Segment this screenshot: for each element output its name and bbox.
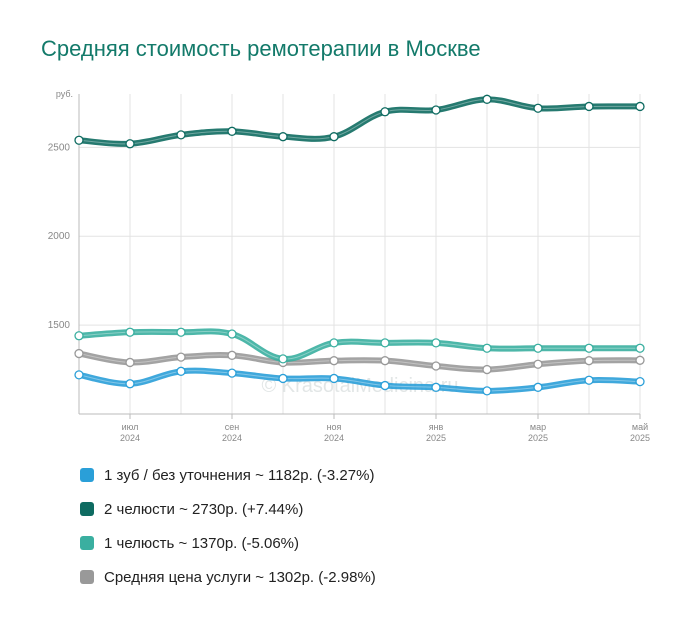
- data-point: [482, 343, 492, 353]
- legend-swatch: [80, 570, 94, 584]
- data-point: [584, 375, 594, 385]
- y-tick-label: 2500: [48, 142, 71, 153]
- data-point: [329, 338, 339, 348]
- data-point: [278, 132, 288, 142]
- series-line-1: [76, 96, 643, 147]
- data-point: [176, 352, 186, 362]
- data-point: [125, 327, 135, 337]
- data-point: [329, 132, 339, 142]
- data-point: [584, 343, 594, 353]
- data-point: [125, 357, 135, 368]
- data-point: [227, 126, 237, 136]
- data-point: [125, 379, 135, 389]
- data-point: [176, 130, 186, 140]
- x-tick-month: мар: [530, 422, 546, 432]
- data-point: [635, 376, 645, 387]
- data-point: [584, 356, 594, 366]
- data-point: [380, 338, 390, 348]
- data-point: [431, 382, 441, 392]
- series-line-highlight: [78, 330, 640, 360]
- data-point: [74, 348, 84, 359]
- data-point: [227, 368, 237, 378]
- data-point: [176, 327, 186, 337]
- legend-label: Средняя цена услуги ~ 1302р. (-2.98%): [104, 568, 376, 586]
- legend-label: 1 зуб / без уточнения ~ 1182р. (-3.27%): [104, 466, 375, 484]
- data-point: [533, 103, 543, 113]
- data-point: [431, 361, 441, 371]
- y-axis-label: руб.: [56, 89, 73, 99]
- legend: 1 зуб / без уточнения ~ 1182р. (-3.27%) …: [80, 458, 376, 594]
- chart-title: Средняя стоимость ремотерапии в Москве: [41, 36, 481, 61]
- data-point: [533, 382, 543, 392]
- x-tick-month: сен: [225, 422, 240, 432]
- x-tick-year: 2025: [630, 433, 650, 443]
- data-point: [380, 380, 390, 391]
- data-point: [482, 94, 492, 104]
- x-tick-month: май: [632, 422, 648, 432]
- legend-swatch: [80, 468, 94, 482]
- data-point: [380, 107, 390, 117]
- y-tick-label: 2000: [48, 231, 71, 242]
- series-line-2: [76, 328, 643, 362]
- data-point: [635, 355, 645, 365]
- data-point: [278, 373, 288, 384]
- legend-item-1-tooth[interactable]: 1 зуб / без уточнения ~ 1182р. (-3.27%): [80, 458, 376, 492]
- data-point: [278, 354, 288, 364]
- data-point: [329, 373, 339, 384]
- legend-item-average[interactable]: Средняя цена услуги ~ 1302р. (-2.98%): [80, 560, 376, 594]
- data-point: [176, 366, 186, 376]
- data-point: [482, 364, 492, 375]
- data-point: [329, 356, 339, 366]
- data-point: [227, 350, 237, 360]
- legend-item-1-jaw[interactable]: 1 челюсть ~ 1370р. (-5.06%): [80, 526, 376, 560]
- x-tick-month: янв: [429, 422, 444, 432]
- legend-label: 2 челюсти ~ 2730р. (+7.44%): [104, 500, 304, 518]
- data-point: [635, 343, 645, 353]
- x-tick-year: 2025: [426, 433, 446, 443]
- y-tick-label: 1500: [48, 320, 71, 331]
- data-point: [635, 101, 645, 112]
- data-point: [74, 135, 84, 145]
- data-point: [533, 343, 543, 353]
- data-point: [584, 101, 594, 112]
- data-point: [125, 139, 135, 149]
- x-tick-month: июл: [122, 422, 139, 432]
- data-point: [74, 331, 84, 341]
- x-tick-year: 2024: [120, 433, 140, 443]
- legend-swatch: [80, 536, 94, 550]
- data-point: [482, 386, 492, 396]
- data-point: [431, 338, 441, 348]
- legend-item-2-jaws[interactable]: 2 челюсти ~ 2730р. (+7.44%): [80, 492, 376, 526]
- x-tick-year: 2024: [222, 433, 242, 443]
- data-point: [227, 329, 237, 339]
- data-point: [74, 370, 84, 380]
- x-tick-year: 2025: [528, 433, 548, 443]
- series-line-3: [76, 350, 643, 373]
- legend-label: 1 челюсть ~ 1370р. (-5.06%): [104, 534, 300, 552]
- x-tick-year: 2024: [324, 433, 344, 443]
- legend-swatch: [80, 502, 94, 516]
- x-tick-month: ноя: [327, 422, 342, 432]
- line-chart: 150020002500руб.июл2024сен2024ноя2024янв…: [48, 89, 650, 443]
- data-point: [533, 359, 543, 369]
- data-point: [431, 105, 441, 115]
- data-point: [380, 356, 390, 366]
